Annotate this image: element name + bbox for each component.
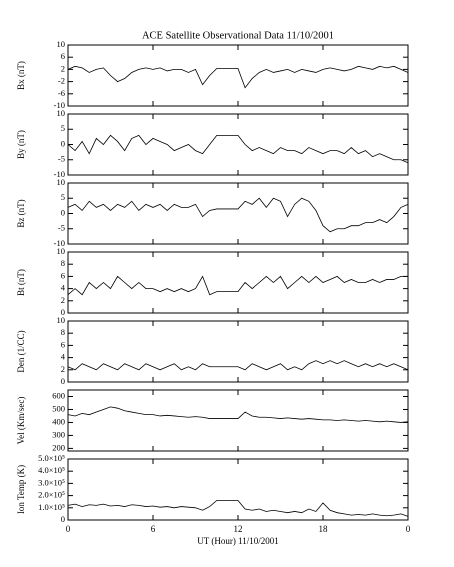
y-tick-label: 0 (61, 138, 65, 148)
y-tick-label: 2.0×10⁵ (38, 490, 65, 500)
y-axis-label: Bz (nT) (16, 199, 26, 227)
y-tick-label: -5 (58, 154, 65, 164)
panel: -10 -5 0 5 10 By (nT) (16, 108, 409, 179)
y-tick-label: -2 (58, 76, 65, 86)
panel: 0 1.0×10⁵ 2.0×10⁵ 3.0×10⁵ 4.0×10⁵ 5.0×10⁵ 0 6 12… (16, 453, 411, 546)
y-tick-label: 5 (61, 192, 65, 202)
y-axis-label: Bt (nT) (16, 269, 26, 296)
data-line (67, 360, 409, 371)
y-tick-label: 8 (61, 258, 65, 268)
y-tick-label: 10 (57, 108, 66, 118)
x-axis-label: UT (Hour) 11/10/2001 (197, 536, 279, 546)
y-tick-label: 1.0×10⁵ (38, 502, 65, 512)
y-tick-label: 0 (61, 376, 65, 386)
y-tick-label: 400 (52, 416, 65, 426)
panel-frame (67, 113, 409, 176)
data-line (67, 197, 409, 233)
y-tick-label: 3.0×10⁵ (38, 477, 65, 487)
panel-frame (67, 320, 409, 383)
y-tick-label: 2 (61, 295, 65, 305)
y-tick-label: 4 (61, 283, 66, 293)
y-tick-label: 2 (61, 364, 65, 374)
y-tick-label: 10 (57, 246, 66, 256)
panel: 0 2 4 6 8 10 Den (1/CC) (16, 315, 409, 386)
x-tick-label: 0 (406, 524, 411, 534)
panel: 200 300 400 500 600 Vel (Km/sec) (16, 389, 409, 452)
y-tick-label: 600 (52, 390, 65, 400)
data-line (67, 275, 408, 296)
panel-frame (67, 182, 409, 245)
data-line (67, 134, 409, 164)
y-tick-label: 300 (52, 429, 65, 439)
y-tick-label: -10 (54, 238, 65, 248)
y-tick-label: 10 (57, 315, 66, 325)
y-tick-label: 200 (52, 442, 65, 452)
y-tick-label: -10 (54, 169, 65, 179)
panel: -10 -5 0 5 10 Bz (nT) (16, 177, 409, 248)
y-tick-label: 4 (61, 352, 66, 362)
data-line (67, 500, 409, 517)
y-axis-label: Den (1/CC) (16, 330, 26, 372)
x-tick-label: 0 (66, 524, 71, 534)
y-tick-label: 10 (57, 177, 66, 187)
panel-frame (67, 389, 409, 452)
y-axis-label: Bx (nT) (16, 61, 26, 90)
y-tick-label: 5.0×10⁵ (38, 453, 65, 463)
y-tick-label: 6 (61, 339, 65, 349)
y-tick-label: 0 (61, 514, 65, 524)
panel-frame (67, 251, 409, 314)
y-tick-label: -10 (54, 100, 65, 110)
y-tick-label: 6 (61, 270, 65, 280)
y-tick-label: 500 (52, 403, 65, 413)
y-tick-label: 0 (61, 307, 65, 317)
y-tick-label: 4.0×10⁵ (38, 465, 65, 475)
y-tick-label: 6 (61, 51, 65, 61)
data-line (67, 65, 409, 89)
chart-title: ACE Satellite Observational Data 11/10/2… (142, 30, 334, 41)
data-line (67, 406, 409, 423)
y-tick-label: 10 (57, 39, 66, 49)
y-tick-label: -5 (58, 223, 65, 233)
y-tick-label: 0 (61, 207, 65, 217)
panel: ACE Satellite Observational Data 11/10/2… (16, 30, 409, 110)
x-tick-label: 12 (234, 524, 243, 534)
panel-frame (67, 44, 409, 107)
y-tick-label: 8 (61, 327, 65, 337)
x-tick-label: 18 (319, 524, 329, 534)
panel-frame (67, 458, 409, 521)
y-tick-label: 2 (61, 63, 65, 73)
y-tick-label: 5 (61, 123, 65, 133)
y-axis-label: Ion Temp (K) (16, 465, 26, 514)
x-tick-label: 6 (151, 524, 156, 534)
y-axis-label: Vel (Km/sec) (16, 397, 26, 445)
panel: 0 2 4 6 8 10 Bt (nT) (16, 246, 409, 317)
y-axis-label: By (nT) (16, 130, 26, 159)
y-tick-label: -6 (58, 88, 65, 98)
